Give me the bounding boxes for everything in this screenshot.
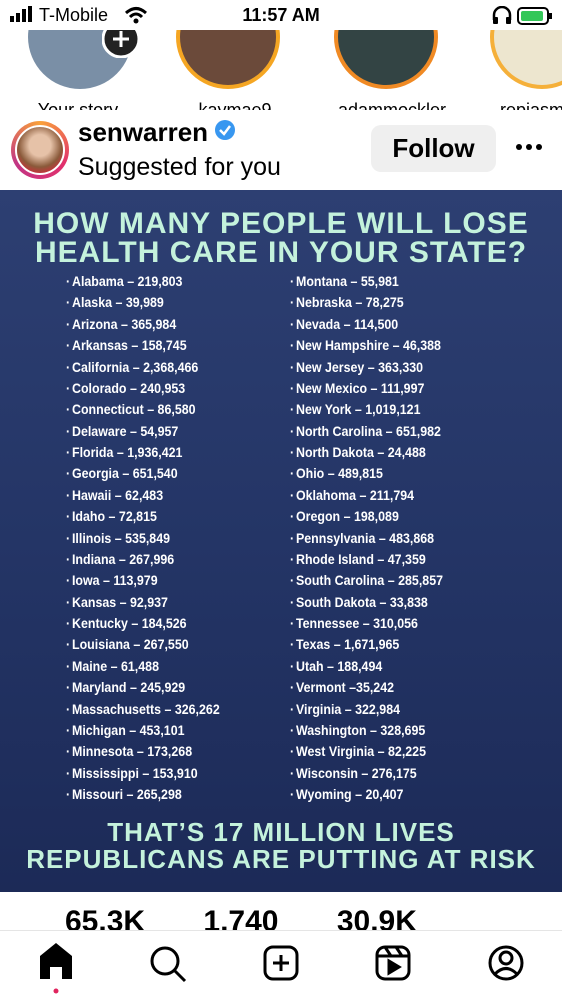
username-text[interactable]: senwarren xyxy=(78,117,209,147)
state-row: Illinois – 535,849 xyxy=(66,531,170,546)
state-row: Georgia – 651,540 xyxy=(66,466,178,481)
create-tab[interactable] xyxy=(263,945,299,981)
state-row: Nebraska – 78,275 xyxy=(290,295,404,310)
state-row: Rhode Island – 47,359 xyxy=(290,552,426,567)
state-row: Nevada – 114,500 xyxy=(290,317,398,332)
state-row: Oklahoma – 211,794 xyxy=(290,488,414,503)
reels-tab[interactable] xyxy=(375,945,411,981)
carrier: T-Mobile xyxy=(39,5,109,25)
state-row: Idaho – 72,815 xyxy=(66,509,157,524)
state-row: Pennsylvania – 483,868 xyxy=(290,531,434,546)
profile-tab[interactable] xyxy=(488,945,524,981)
state-row: Maryland – 245,929 xyxy=(66,680,185,695)
profile-ring[interactable] xyxy=(11,121,69,179)
state-row: Kansas – 92,937 xyxy=(66,595,168,610)
state-row: Maine – 61,488 xyxy=(66,659,159,674)
story-avatar[interactable] xyxy=(176,30,280,89)
state-row: Utah – 188,494 xyxy=(290,659,382,674)
follow-button[interactable]: Follow xyxy=(371,125,496,172)
post-image: HOW MANY PEOPLE WILL LOSE HEALTH CARE IN … xyxy=(0,190,562,892)
state-row: Alabama – 219,803 xyxy=(66,274,182,289)
state-row: Virginia – 322,984 xyxy=(290,702,400,717)
state-row: Michigan – 453,101 xyxy=(66,723,185,738)
state-row: Arizona – 365,984 xyxy=(66,317,176,332)
state-row: Massachusetts – 326,262 xyxy=(66,702,220,717)
state-row: South Carolina – 285,857 xyxy=(290,573,443,588)
state-row: Oregon – 198,089 xyxy=(290,509,399,524)
state-row: New Mexico – 111,997 xyxy=(290,381,424,396)
nav-icons xyxy=(40,943,524,994)
state-row: Colorado – 240,953 xyxy=(66,381,185,396)
state-row: New York – 1,019,121 xyxy=(290,402,421,417)
stories-tray: Your story kaymae9 adammockler repjasm xyxy=(0,30,562,110)
state-row: Arkansas – 158,745 xyxy=(66,338,187,353)
state-row: North Carolina – 651,982 xyxy=(290,424,441,439)
state-row: Indiana – 267,996 xyxy=(66,552,174,567)
profile-photo xyxy=(15,125,65,175)
image-footer: REPUBLICANS ARE PUTTING AT RISK xyxy=(26,844,536,874)
add-story-icon[interactable] xyxy=(102,30,140,58)
state-row: Tennessee – 310,056 xyxy=(290,616,418,631)
verified-badge xyxy=(215,120,236,140)
state-row: Kentucky – 184,526 xyxy=(66,616,187,631)
state-row: New Hampshire – 46,388 xyxy=(290,338,441,353)
state-row: West Virginia – 82,225 xyxy=(290,744,426,759)
story-avatar[interactable] xyxy=(490,30,562,89)
image-title: HOW MANY PEOPLE WILL LOSE xyxy=(33,207,529,240)
state-row: South Dakota – 33,838 xyxy=(290,595,428,610)
state-row: Alaska – 39,989 xyxy=(66,295,164,310)
more-options[interactable] xyxy=(515,143,543,151)
state-row: Florida – 1,936,421 xyxy=(66,445,182,460)
search-tab[interactable] xyxy=(150,946,187,983)
home-tab[interactable] xyxy=(40,943,72,979)
state-row: Texas – 1,671,965 xyxy=(290,637,399,652)
image-title: HEALTH CARE IN YOUR STATE? xyxy=(34,236,528,269)
state-row: Vermont –35,242 xyxy=(290,680,394,695)
state-row: Delaware – 54,957 xyxy=(66,424,178,439)
state-row: California – 2,368,466 xyxy=(66,360,198,375)
state-row: Connecticut – 86,580 xyxy=(66,402,196,417)
status-icons xyxy=(492,6,552,25)
state-row: Missouri – 265,298 xyxy=(66,787,182,802)
story-avatar[interactable] xyxy=(334,30,438,89)
story-label: Your story xyxy=(37,100,119,110)
wifi-icon xyxy=(124,7,148,24)
status-bar: T-Mobile xyxy=(10,5,108,26)
home-dot xyxy=(53,988,59,994)
clock: 11:57 AM xyxy=(242,5,320,25)
state-row: Louisiana – 267,550 xyxy=(66,637,189,652)
state-row: Iowa – 113,979 xyxy=(66,573,158,588)
suggested-label: Suggested for you xyxy=(78,153,281,181)
story-label: adammockler xyxy=(337,100,447,110)
state-row: Wyoming – 20,407 xyxy=(290,787,403,802)
story-label: repjasm xyxy=(500,100,562,110)
state-row: Montana – 55,981 xyxy=(290,274,399,289)
bottom-nav xyxy=(0,930,562,1001)
state-row: Washington – 328,695 xyxy=(290,723,425,738)
state-row: Ohio – 489,815 xyxy=(290,466,383,481)
state-row: Hawaii – 62,483 xyxy=(66,488,163,503)
state-row: North Dakota – 24,488 xyxy=(290,445,426,460)
state-row: New Jersey – 363,330 xyxy=(290,360,423,375)
username[interactable]: senwarren xyxy=(78,117,236,148)
state-row: Minnesota – 173,268 xyxy=(66,744,192,759)
signal-icon xyxy=(10,6,32,22)
state-row: Wisconsin – 276,175 xyxy=(290,766,417,781)
image-footer: THAT’S 17 MILLION LIVES xyxy=(107,817,455,847)
state-row: Mississippi – 153,910 xyxy=(66,766,198,781)
story-label: kaymae9 xyxy=(198,100,272,110)
